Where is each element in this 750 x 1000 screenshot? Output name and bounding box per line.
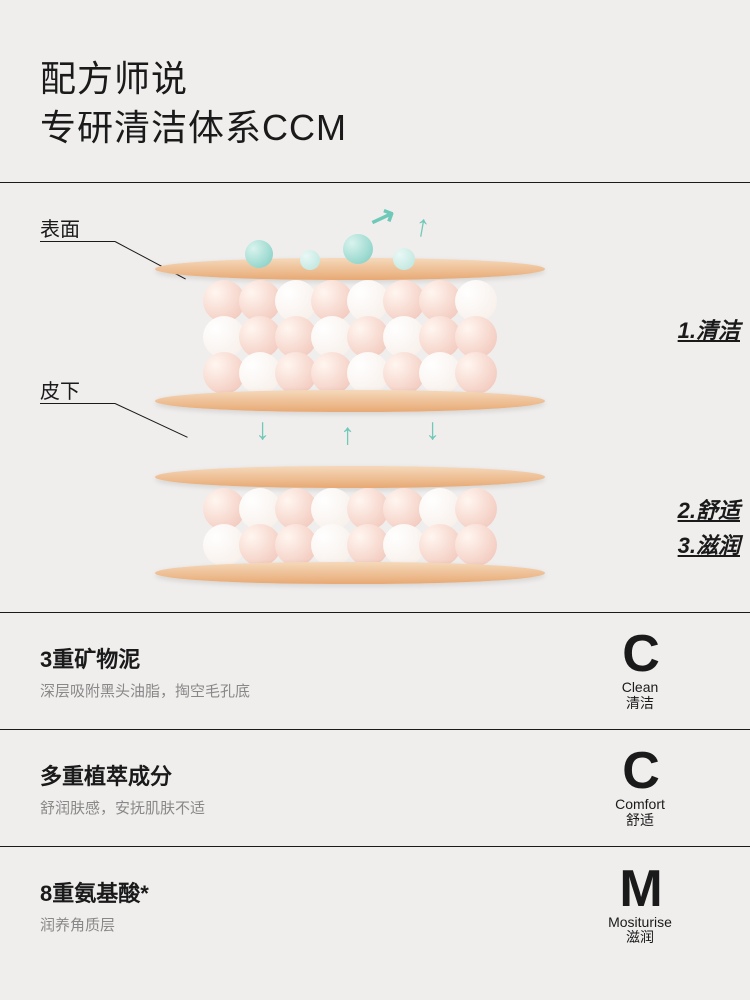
feature-desc: 润养角质层 [40,914,570,935]
feature-cn: 滋润 [570,930,710,945]
feature-cn: 清洁 [570,696,710,711]
feature-en: Clean [570,680,710,695]
label-subcutaneous: 皮下 [40,375,80,404]
callout-comfort: 2.舒适 [678,493,750,525]
feature-title: 多重植萃成分 [40,759,570,791]
label-line-surface-h [40,241,115,242]
feature-row-comfort: 多重植萃成分 舒润肤感，安抚肌肤不适 C Comfort 舒适 [0,730,750,847]
callout-moisturise: 3.滋润 [678,528,750,560]
arrow-up-icon: ↗ [365,197,401,238]
feature-title: 8重氨基酸* [40,876,570,908]
feature-letter: C [570,631,710,678]
feature-en: Comfort [570,797,710,812]
arrow-up-icon: ↑ [412,209,433,245]
feature-title: 3重矿物泥 [40,642,570,674]
feature-row-clean: 3重矿物泥 深层吸附黑头油脂，掏空毛孔底 C Clean 清洁 [0,613,750,730]
arrow-down-icon: ↓ [425,413,440,447]
arrow-down-icon: ↓ [255,413,270,447]
skin-diagram-section: 表面 皮下 [0,183,750,613]
feature-en: Mositurise [570,915,710,930]
feature-right: C Clean 清洁 [570,631,710,711]
feature-left: 多重植萃成分 舒润肤感，安抚肌肤不适 [40,759,570,818]
feature-letter: C [570,748,710,795]
header-line-2: 专研清洁体系CCM [40,104,710,153]
feature-right: C Comfort 舒适 [570,748,710,828]
feature-desc: 深层吸附黑头油脂，掏空毛孔底 [40,680,570,701]
feature-desc: 舒润肤感，安抚肌肤不适 [40,797,570,818]
feature-row-moisturise: 8重氨基酸* 润养角质层 M Mositurise 滋润 [0,847,750,964]
arrow-up-icon: ↑ [340,418,355,452]
header-line-1: 配方师说 [40,55,710,104]
feature-left: 8重氨基酸* 润养角质层 [40,876,570,935]
label-surface: 表面 [40,213,80,242]
particle-dot [343,234,373,264]
feature-right: M Mositurise 滋润 [570,866,710,946]
skin-layers-illustration: ↗ ↑ ↓ ↑ ↓ [155,228,545,578]
feature-left: 3重矿物泥 深层吸附黑头油脂，掏空毛孔底 [40,642,570,701]
callout-clean: 1.清洁 [678,313,750,345]
feature-cn: 舒适 [570,813,710,828]
feature-letter: M [570,866,710,913]
label-line-sub-h [40,403,115,404]
header: 配方师说 专研清洁体系CCM [0,0,750,182]
particle-dot [245,240,273,268]
